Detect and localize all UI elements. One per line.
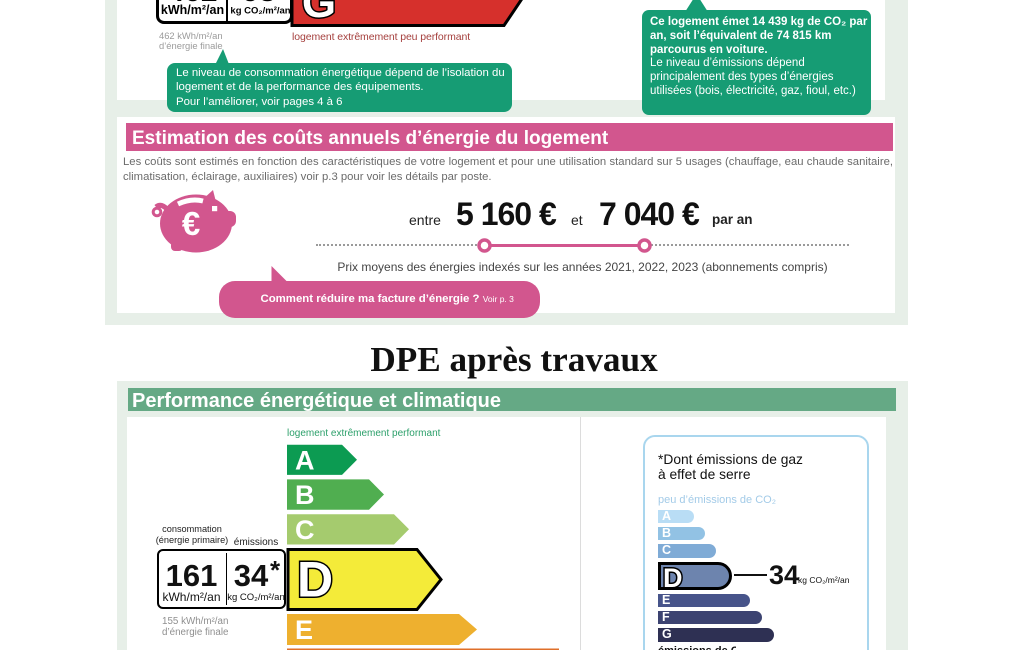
svg-text:kg CO₂/m²/an: kg CO₂/m²/an (230, 6, 290, 17)
svg-text:A: A (295, 445, 315, 475)
svg-text:E: E (295, 615, 313, 645)
svg-text:462: 462 (167, 0, 217, 8)
svg-text:D: D (663, 563, 683, 593)
svg-text:B: B (295, 480, 315, 510)
svg-text:98: 98 (242, 0, 275, 8)
svg-text:D: D (297, 552, 333, 608)
svg-text:€: € (182, 205, 200, 242)
svg-text:G: G (302, 0, 336, 27)
svg-text:C: C (295, 515, 315, 545)
svg-text:kWh/m²/an: kWh/m²/an (161, 3, 224, 17)
